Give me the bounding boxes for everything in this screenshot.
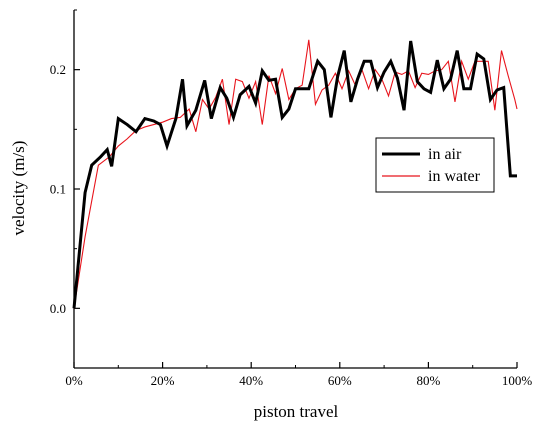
series-line-in-water	[73, 39, 518, 309]
x-tick-label: 80%	[416, 373, 440, 388]
x-tick-label: 100%	[502, 373, 533, 388]
y-tick-label: 0.2	[50, 62, 66, 77]
y-axis-title: velocity (m/s)	[9, 141, 28, 236]
plot-area: 0% 20% 40% 60% 80% 100% 0.0 0.1 0.2	[50, 9, 532, 388]
legend-box	[375, 137, 495, 193]
series-line-in-air	[72, 40, 517, 309]
x-axis-title: piston travel	[254, 402, 339, 421]
x-tick-label: 0%	[65, 373, 83, 388]
legend-label-in-water: in water	[428, 168, 481, 185]
legend: in air in water	[375, 137, 495, 193]
series-layer	[72, 39, 518, 309]
y-axis-ticks: 0.0 0.1 0.2	[50, 9, 80, 369]
y-tick-label: 0.1	[50, 182, 66, 197]
x-tick-label: 60%	[328, 373, 352, 388]
x-axis-ticks: 0% 20% 40% 60% 80% 100%	[65, 362, 532, 388]
x-tick-label: 20%	[151, 373, 175, 388]
x-tick-label: 40%	[239, 373, 263, 388]
y-tick-label: 0.0	[50, 301, 66, 316]
legend-label-in-air: in air	[428, 146, 462, 163]
